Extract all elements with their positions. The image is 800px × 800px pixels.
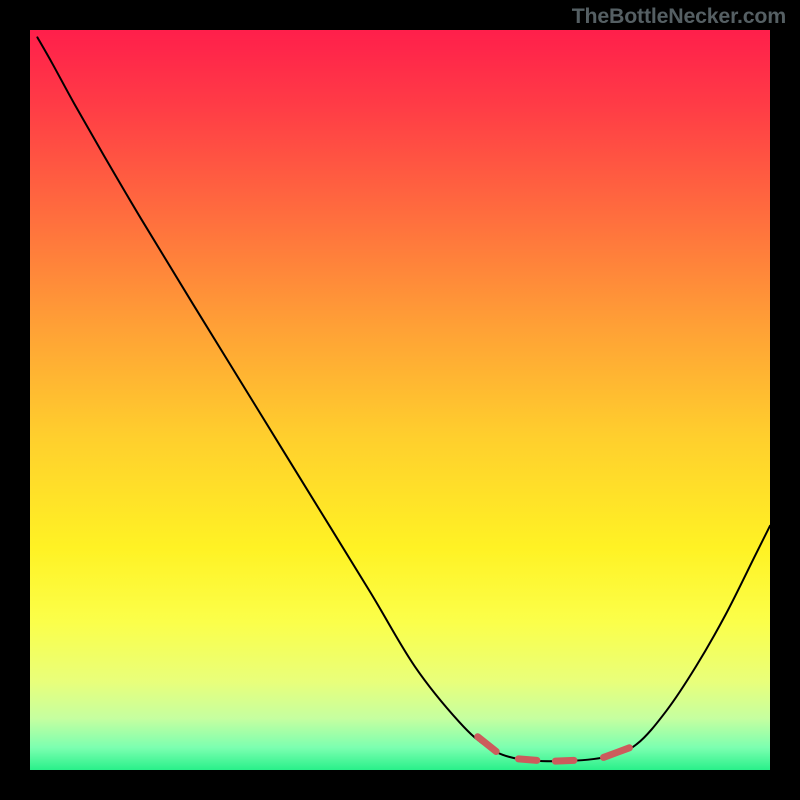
plot-background bbox=[30, 30, 770, 770]
optimal-range-segment bbox=[555, 760, 574, 761]
watermark-text: TheBottleNecker.com bbox=[572, 4, 786, 29]
chart-frame: TheBottleNecker.com bbox=[0, 0, 800, 800]
optimal-range-segment bbox=[518, 759, 537, 760]
plot-area bbox=[30, 30, 770, 770]
chart-svg bbox=[30, 30, 770, 770]
